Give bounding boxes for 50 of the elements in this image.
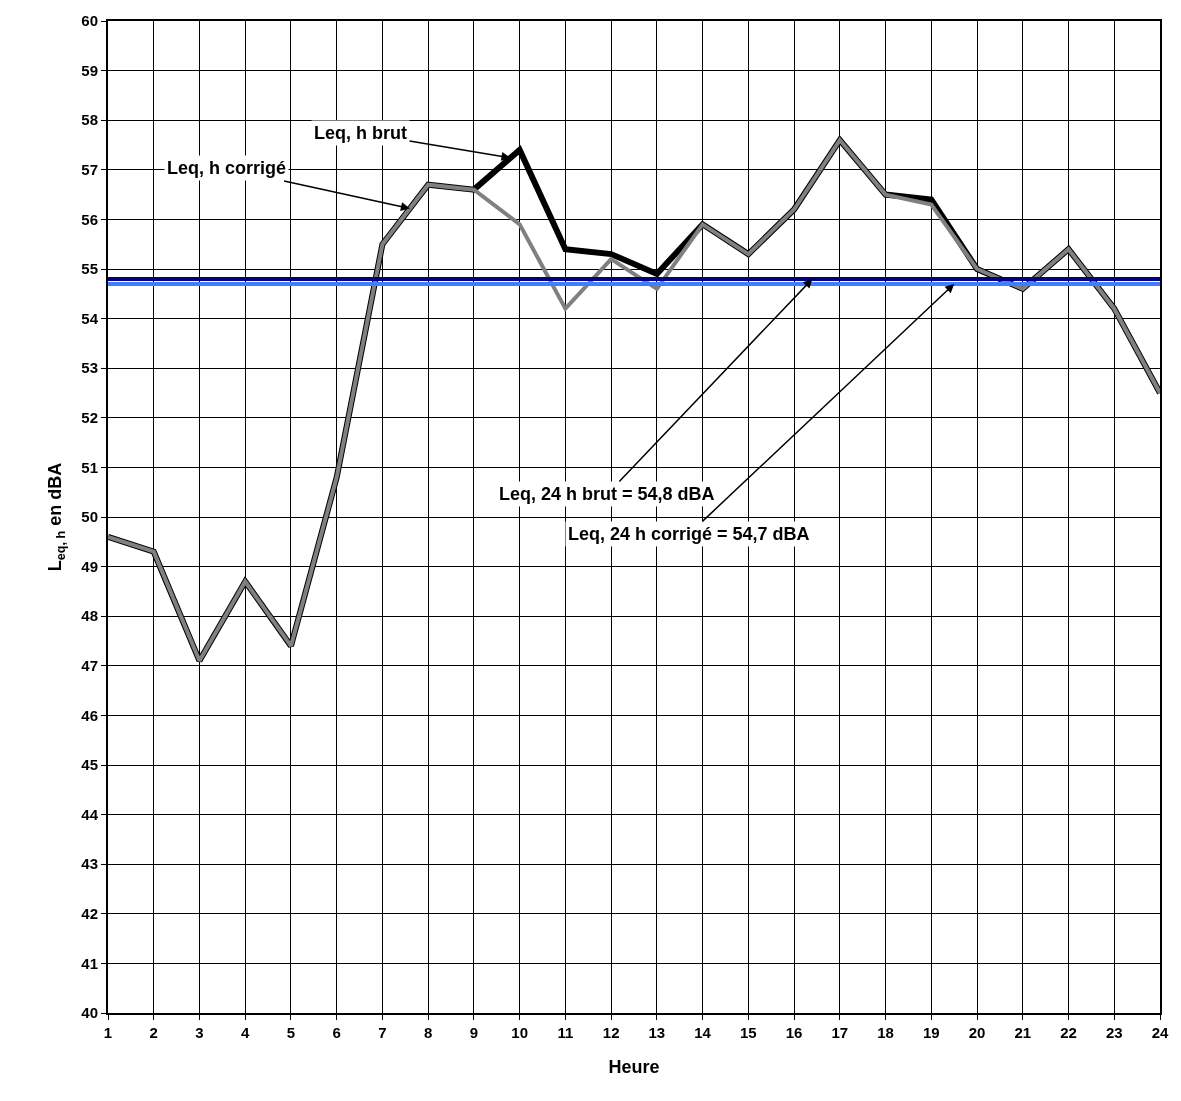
y-tick-label: 47: [81, 657, 98, 675]
y-tick-label: 41: [81, 954, 98, 972]
x-tick-label: 10: [511, 1024, 528, 1041]
x-tick-label: 9: [469, 1024, 479, 1041]
annotation: Leq, h brut: [314, 123, 407, 143]
x-tick-label: 17: [831, 1024, 849, 1041]
x-tick-label: 12: [602, 1024, 620, 1041]
x-tick-label: 7: [378, 1024, 387, 1041]
x-tick-label: 8: [424, 1024, 433, 1041]
x-tick-label: 18: [877, 1024, 894, 1041]
y-tick-label: 43: [81, 855, 98, 873]
y-tick-label: 50: [81, 508, 98, 526]
y-tick-label: 53: [81, 359, 98, 377]
y-tick-label: 49: [81, 557, 98, 575]
y-tick-label: 55: [81, 260, 98, 278]
x-tick-label: 24: [1151, 1024, 1169, 1041]
y-tick-label: 52: [81, 409, 98, 427]
annotation: Leq, 24 h corrigé = 54,7 dBA: [568, 524, 810, 544]
y-tick-label: 48: [81, 607, 98, 625]
x-tick-label: 11: [557, 1024, 574, 1041]
x-tick-label: 6: [332, 1024, 341, 1041]
y-tick-label: 59: [81, 61, 98, 79]
y-tick-label: 40: [81, 1004, 98, 1022]
x-tick-label: 13: [648, 1024, 666, 1041]
x-tick-label: 3: [195, 1024, 204, 1041]
x-tick-label: 19: [922, 1024, 940, 1041]
x-tick-label: 4: [241, 1024, 251, 1041]
y-tick-label: 58: [81, 111, 98, 129]
x-tick-label: 21: [1014, 1024, 1032, 1041]
y-tick-label: 57: [81, 161, 98, 179]
x-tick-label: 23: [1105, 1024, 1123, 1041]
x-tick-label: 22: [1060, 1024, 1077, 1041]
x-tick-label: 20: [968, 1024, 986, 1041]
x-tick-label: 15: [740, 1024, 757, 1041]
y-tick-label: 42: [81, 905, 98, 923]
x-tick-label: 5: [286, 1024, 296, 1041]
y-tick-label: 60: [81, 12, 98, 30]
x-tick-label: 2: [149, 1024, 158, 1041]
x-axis-title: Heure: [608, 1056, 660, 1077]
y-tick-label: 45: [81, 756, 98, 774]
annotation: Leq, h corrigé: [167, 158, 287, 178]
y-tick-label: 54: [81, 309, 99, 327]
y-tick-label: 51: [81, 458, 98, 476]
y-tick-label: 46: [81, 706, 98, 724]
y-tick-label: 44: [81, 805, 99, 823]
x-tick-label: 1: [103, 1024, 113, 1041]
x-tick-label: 16: [785, 1024, 803, 1041]
x-tick-label: 14: [694, 1024, 712, 1041]
y-tick-label: 56: [81, 210, 98, 228]
annotation: Leq, 24 h brut = 54,8 dBA: [499, 484, 715, 504]
